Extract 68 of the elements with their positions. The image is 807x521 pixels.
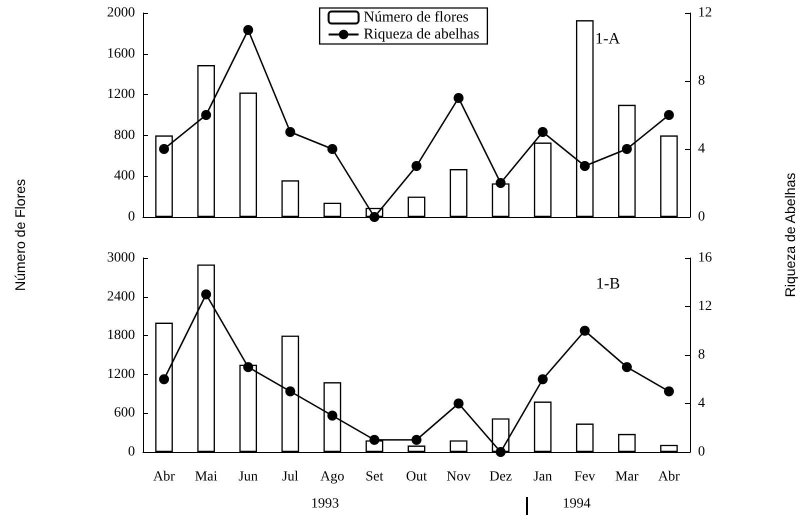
point: [664, 110, 674, 120]
x-tick-label: Set: [365, 470, 384, 484]
x-tick-label: Mai: [194, 470, 218, 484]
y2-tick-label: 12: [698, 6, 712, 20]
x-tick-label: Abr: [658, 470, 680, 484]
y-tick-label: 3000: [107, 250, 135, 266]
x-tick-label: Nov: [446, 470, 471, 484]
y-tick-label: 2400: [107, 289, 135, 304]
point: [243, 362, 254, 372]
y2-tick-label: 0: [698, 444, 705, 460]
annotation: 1-B: [596, 276, 620, 292]
point: [412, 434, 422, 445]
x-tick-label: Abr: [153, 470, 176, 484]
y-tick-label: 1200: [107, 366, 135, 382]
point: [622, 144, 632, 154]
y-tick-label: 800: [114, 128, 135, 143]
x-tick-label: Out: [406, 470, 428, 484]
y2-tick-label: 0: [698, 210, 705, 224]
point: [580, 161, 590, 171]
y2-tick-label: 8: [698, 74, 705, 88]
point: [538, 127, 548, 137]
x-tick-label: Fev: [574, 470, 596, 484]
point: [496, 447, 506, 457]
text: 1993: [310, 496, 339, 512]
point: [243, 25, 254, 35]
point: [201, 289, 212, 300]
point: [412, 161, 422, 171]
x-tick-label: Ago: [320, 470, 344, 484]
x-tick-label: Jan: [533, 470, 552, 484]
point: [285, 386, 296, 396]
legend-label: Riqueza de abelhas: [364, 26, 480, 42]
point: [201, 110, 212, 120]
point: [159, 144, 170, 154]
point: [454, 93, 464, 103]
text: 1994: [562, 496, 591, 512]
point: [327, 410, 338, 421]
legend-label: Número de flores: [364, 10, 469, 26]
y2-axis-title: Riqueza de Abelhas: [782, 172, 798, 298]
y-tick-label: 1800: [107, 328, 135, 344]
point: [664, 386, 674, 396]
y-tick-label: 1600: [107, 46, 135, 62]
y2-tick-label: 12: [698, 299, 712, 314]
x-tick-label: Jul: [282, 470, 299, 484]
point: [622, 362, 632, 372]
x-tick-label: Jun: [238, 470, 258, 484]
point: [538, 374, 548, 384]
y2-tick-label: 8: [698, 348, 705, 362]
point: [369, 434, 380, 445]
y-tick-label: 2000: [107, 6, 135, 20]
y2-tick-label: 4: [698, 142, 705, 156]
y2-tick-label: 16: [698, 250, 712, 266]
point: [369, 212, 380, 222]
annotation: 1-A: [595, 30, 620, 48]
point: [159, 374, 170, 384]
point: [580, 326, 590, 336]
point: [327, 144, 338, 154]
x-tick-label: Mar: [615, 470, 639, 484]
point: [496, 178, 506, 188]
y-tick-label: 600: [114, 406, 135, 421]
y2-tick-label: 4: [698, 396, 705, 411]
y-tick-label: 0: [128, 444, 135, 460]
y-tick-label: 0: [128, 210, 135, 224]
point: [454, 398, 464, 408]
point: [285, 127, 296, 137]
y-tick-label: 400: [114, 168, 135, 184]
x-tick-label: Dez: [489, 470, 512, 484]
y-tick-label: 1200: [107, 87, 135, 102]
y-axis-title: Número de Flores: [12, 178, 28, 292]
